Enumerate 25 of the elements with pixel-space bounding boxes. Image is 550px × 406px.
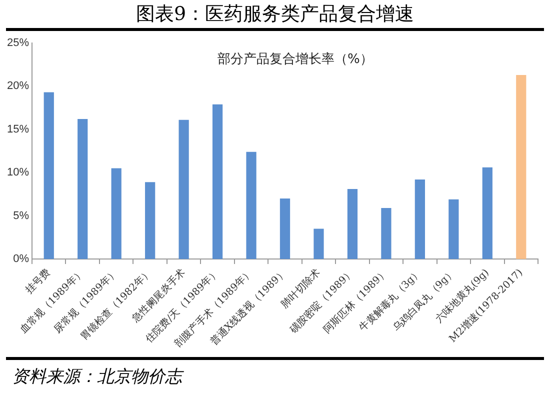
bar <box>482 167 492 259</box>
bar <box>381 208 392 259</box>
bar <box>347 188 358 259</box>
y-tick-label: 10% <box>6 166 30 179</box>
bar <box>111 168 122 259</box>
bar <box>178 120 189 259</box>
y-tick-label: 5% <box>13 210 30 222</box>
text: 部分产品复合增长率（%） <box>217 50 373 67</box>
bar <box>516 74 526 259</box>
chart-title: 图表9：医药服务类产品复合增速 <box>6 0 544 31</box>
bar <box>414 179 425 259</box>
bar <box>145 182 156 259</box>
y-tick-label: 25% <box>6 37 30 50</box>
bar <box>448 199 459 259</box>
bar <box>314 228 324 259</box>
text: 资料来源：北京物价志 <box>6 357 544 394</box>
bar <box>246 152 256 259</box>
bar <box>78 119 88 259</box>
y-tick-label: 20% <box>6 80 30 92</box>
bar <box>280 198 290 259</box>
y-tick-label: 15% <box>6 123 30 136</box>
x-tick-label: 挂号费 <box>23 266 53 296</box>
bar <box>212 104 223 259</box>
y-tick-label: 0% <box>13 252 30 265</box>
bar <box>44 92 54 259</box>
